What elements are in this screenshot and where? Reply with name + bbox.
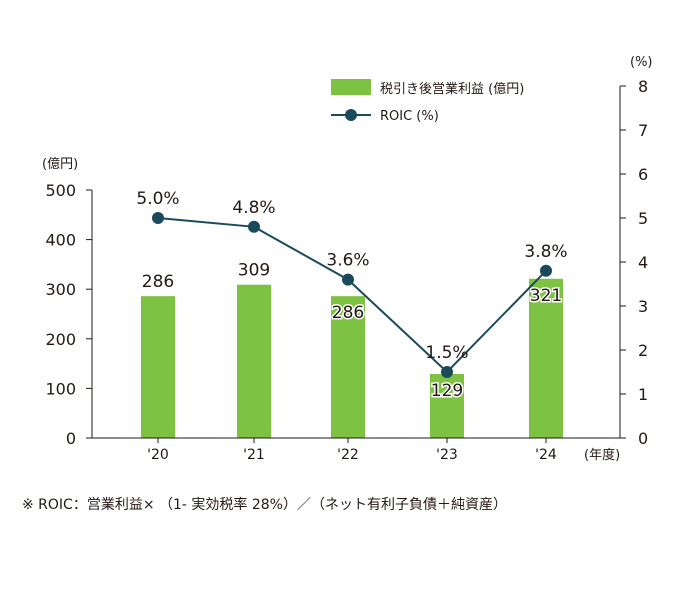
right-axis-unit: (%) bbox=[630, 55, 653, 70]
roic-point bbox=[342, 273, 354, 286]
legend-bar-label: 税引き後営業利益 (億円) bbox=[380, 81, 524, 97]
roic-value-label: 3.8% bbox=[524, 242, 567, 262]
left-tick-label: 400 bbox=[45, 231, 76, 250]
left-tick-label: 0 bbox=[66, 429, 76, 448]
x-tick-label: '20 bbox=[147, 447, 169, 463]
roic-point bbox=[248, 220, 260, 233]
x-tick-label: '23 bbox=[436, 447, 458, 463]
roic-point bbox=[441, 366, 453, 378]
bar bbox=[331, 296, 365, 438]
bar-value-label: 286 bbox=[332, 303, 364, 323]
x-tick-label: '22 bbox=[337, 447, 359, 463]
roic-footnote: ※ ROIC：営業利益× （1- 実効税率 28%）／（ネット有利子負債＋純資産… bbox=[22, 497, 507, 513]
bar-value-label: 321 bbox=[530, 286, 562, 306]
legend-bar-swatch bbox=[331, 79, 371, 95]
roic-value-label: 5.0% bbox=[136, 189, 179, 209]
left-axis-unit: (億円) bbox=[42, 156, 78, 172]
right-tick-label: 5 bbox=[638, 209, 648, 228]
bar bbox=[237, 284, 271, 438]
roic-value-label: 4.8% bbox=[232, 198, 275, 218]
right-tick-label: 8 bbox=[638, 77, 648, 96]
right-tick-label: 3 bbox=[638, 297, 648, 316]
right-tick-label: 4 bbox=[638, 253, 648, 272]
right-tick-label: 0 bbox=[638, 429, 648, 448]
bar bbox=[529, 278, 563, 438]
legend-line-label: ROIC (%) bbox=[380, 109, 439, 124]
bar-value-label: 309 bbox=[238, 261, 270, 281]
roic-point bbox=[152, 212, 164, 224]
roic-point bbox=[540, 264, 552, 277]
legend-line-marker bbox=[345, 109, 357, 121]
x-tick-label: '21 bbox=[243, 447, 265, 463]
left-tick-label: 200 bbox=[45, 330, 76, 349]
roic-value-label: 3.6% bbox=[326, 251, 369, 271]
bar-value-label: 286 bbox=[142, 272, 174, 292]
right-tick-label: 1 bbox=[638, 385, 648, 404]
bar bbox=[430, 374, 464, 438]
left-tick-label: 300 bbox=[45, 280, 76, 299]
x-tick-label: '24 bbox=[535, 447, 557, 463]
right-tick-label: 2 bbox=[638, 341, 648, 360]
right-tick-label: 7 bbox=[638, 121, 648, 140]
left-tick-label: 500 bbox=[45, 181, 76, 200]
left-tick-label: 100 bbox=[45, 379, 76, 398]
bar-value-label: 129 bbox=[431, 381, 463, 401]
right-tick-label: 6 bbox=[638, 165, 648, 184]
roic-value-label: 1.5% bbox=[425, 343, 468, 363]
bar bbox=[141, 296, 175, 438]
x-axis-unit: (年度) bbox=[584, 447, 620, 463]
